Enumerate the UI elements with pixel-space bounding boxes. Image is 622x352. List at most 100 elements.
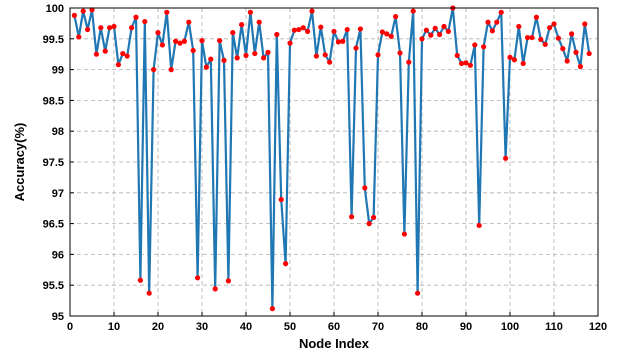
data-point: [573, 49, 579, 55]
y-tick-label: 98: [52, 126, 64, 138]
x-tick-label: 40: [240, 321, 252, 333]
y-tick-label: 97: [52, 188, 64, 200]
data-point: [203, 64, 209, 70]
data-point: [472, 42, 478, 48]
data-point: [432, 25, 438, 31]
data-point: [247, 9, 253, 15]
data-point: [173, 38, 179, 44]
data-point: [265, 49, 271, 55]
data-point: [85, 26, 91, 33]
x-tick-label: 10: [108, 321, 120, 333]
data-point: [142, 18, 148, 25]
data-point: [124, 53, 130, 59]
data-point: [164, 9, 170, 15]
data-point: [467, 62, 473, 68]
data-point: [269, 306, 275, 312]
x-tick-label: 100: [501, 321, 519, 333]
data-point: [283, 261, 289, 267]
data-point: [190, 47, 196, 54]
data-point: [151, 67, 157, 73]
data-point: [274, 31, 280, 38]
data-point: [344, 26, 350, 33]
data-point: [318, 24, 324, 30]
data-point: [384, 31, 390, 37]
data-point: [137, 277, 143, 283]
data-point: [225, 278, 231, 284]
data-point: [331, 28, 337, 35]
y-tick-label: 99.5: [43, 34, 64, 46]
data-point: [503, 155, 509, 161]
data-point: [230, 30, 236, 36]
data-point: [547, 25, 553, 31]
data-point: [485, 19, 491, 25]
data-point: [507, 54, 513, 60]
data-point: [569, 31, 575, 37]
x-tick-label: 50: [284, 321, 296, 333]
data-point: [239, 22, 245, 28]
data-point: [212, 286, 218, 292]
data-point: [327, 59, 333, 65]
data-point: [71, 12, 77, 18]
data-point: [181, 38, 187, 44]
data-points: [71, 5, 592, 312]
data-point: [437, 31, 443, 38]
y-tick-label: 100: [46, 3, 64, 15]
data-point: [428, 32, 434, 38]
data-point: [498, 9, 504, 15]
y-tick-label: 99: [52, 65, 64, 77]
data-point: [133, 14, 139, 20]
series-line-layer: [73, 6, 591, 310]
plot-frame: [69, 7, 599, 317]
data-point: [423, 27, 429, 33]
data-point: [287, 40, 293, 46]
data-point: [393, 14, 399, 20]
data-point: [177, 40, 183, 46]
data-point: [586, 50, 592, 57]
x-tick-label: 70: [372, 321, 384, 333]
data-point: [217, 38, 223, 44]
x-axis-title: Node Index: [299, 336, 370, 351]
data-point: [489, 28, 495, 34]
data-point: [93, 51, 99, 57]
data-point: [551, 21, 557, 27]
x-tick-label: 60: [328, 321, 340, 333]
data-point: [454, 52, 460, 59]
data-point: [120, 50, 126, 57]
data-point: [511, 57, 517, 63]
data-point: [516, 23, 522, 30]
x-tick-labels: 0 10 20 30 40 50 60 70 80 90 100 110 120: [67, 321, 607, 333]
data-point: [362, 185, 368, 191]
data-point: [107, 25, 113, 31]
data-point: [146, 290, 152, 296]
data-point: [309, 8, 315, 14]
data-point: [379, 29, 385, 35]
data-point: [494, 19, 500, 25]
data-point: [445, 28, 451, 35]
data-point: [243, 52, 249, 59]
data-point: [533, 14, 540, 20]
x-tick-label: 20: [152, 321, 164, 333]
y-tick-label: 96.5: [43, 219, 64, 231]
data-point: [529, 34, 535, 41]
x-tick-label: 90: [460, 321, 472, 333]
data-point: [155, 30, 161, 36]
data-point: [415, 290, 421, 296]
y-tick-label: 96: [52, 249, 64, 261]
data-point: [300, 25, 306, 31]
data-point: [366, 221, 372, 227]
x-tick-label: 110: [545, 321, 563, 333]
data-point: [410, 8, 416, 14]
data-point: [397, 50, 403, 56]
y-tick-labels: 95 95.5 96 96.5 97 97.5 98 98.5 99 99.5 100: [43, 3, 64, 323]
data-point: [538, 36, 544, 43]
data-point: [388, 33, 394, 39]
data-point: [195, 275, 201, 281]
y-tick-label: 98.5: [43, 95, 64, 107]
data-point: [441, 23, 447, 30]
data-point: [296, 26, 302, 33]
data-point: [129, 25, 135, 31]
data-point: [542, 41, 548, 47]
y-tick-label: 97.5: [43, 157, 64, 169]
